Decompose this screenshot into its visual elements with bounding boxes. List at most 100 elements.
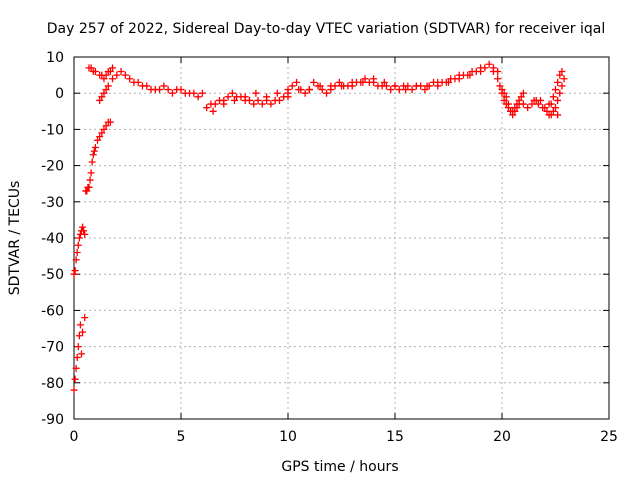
x-tick-label: 5	[177, 429, 186, 445]
data-point	[71, 375, 79, 383]
data-point	[558, 82, 566, 90]
y-tick-label: -60	[41, 303, 64, 319]
data-point	[211, 100, 219, 108]
data-point	[203, 104, 211, 112]
data-point	[98, 93, 106, 101]
data-point	[83, 187, 91, 195]
data-point	[494, 75, 502, 83]
data-point	[404, 82, 412, 90]
data-point	[73, 248, 81, 256]
data-point	[554, 78, 562, 86]
data-point	[451, 75, 459, 83]
data-point	[72, 364, 80, 372]
data-point	[554, 96, 562, 104]
data-point	[284, 86, 292, 94]
data-point	[81, 230, 89, 238]
data-point	[134, 78, 142, 86]
data-point	[85, 183, 93, 191]
y-axis-label: SDTVAR / TECUs	[7, 181, 23, 296]
y-tick-label: -10	[41, 122, 64, 138]
data-point	[160, 82, 168, 90]
data-point	[273, 89, 281, 97]
data-point	[560, 75, 568, 83]
data-point	[314, 82, 322, 90]
data-point	[106, 67, 114, 75]
data-point	[434, 82, 442, 90]
data-point	[524, 104, 532, 112]
data-point	[79, 223, 87, 231]
data-point	[425, 82, 433, 90]
data-point	[549, 107, 557, 115]
grid	[74, 57, 609, 419]
data-point	[359, 78, 367, 86]
data-point	[100, 125, 108, 133]
data-point	[104, 82, 112, 90]
data-point	[556, 71, 564, 79]
axis-ticks: 0 5 10 15 20 25 10 0 -10 -20 -30 -40 -50 -60 -70 -80 -90	[41, 50, 618, 445]
x-tick-label: 0	[70, 429, 79, 445]
y-tick-label: 10	[46, 50, 64, 66]
data-point	[528, 100, 536, 108]
data-point	[348, 78, 356, 86]
data-point	[530, 96, 538, 104]
data-point	[305, 86, 313, 94]
data-point	[126, 75, 134, 83]
y-tick-label: -50	[41, 267, 64, 283]
x-tick-label: 15	[386, 429, 404, 445]
data-point	[543, 107, 551, 115]
y-tick-label: -20	[41, 159, 64, 175]
y-tick-label: -40	[41, 231, 64, 247]
data-point	[71, 267, 79, 275]
data-point	[310, 78, 318, 86]
data-point	[245, 96, 253, 104]
data-point	[464, 71, 472, 79]
data-point	[70, 270, 78, 278]
x-axis-label: GPS time / hours	[281, 459, 398, 475]
data-point	[106, 118, 114, 126]
data-point	[88, 158, 96, 166]
data-point	[519, 89, 527, 97]
data-point	[534, 100, 542, 108]
data-point	[380, 78, 388, 86]
data-point	[288, 82, 296, 90]
data-point	[301, 89, 309, 97]
data-point	[164, 86, 172, 94]
data-point	[318, 86, 326, 94]
data-point	[547, 100, 555, 108]
data-point	[421, 86, 429, 94]
data-point	[73, 353, 81, 361]
data-point	[96, 133, 104, 141]
data-point	[220, 100, 228, 108]
data-point	[556, 89, 564, 97]
data-point	[209, 107, 217, 115]
data-point	[117, 67, 125, 75]
data-point	[70, 386, 78, 394]
data-point	[391, 82, 399, 90]
data-point	[76, 321, 84, 329]
data-point	[80, 227, 88, 235]
data-point	[109, 75, 117, 83]
data-point	[489, 67, 497, 75]
data-point	[231, 96, 238, 104]
y-tick-label: -80	[41, 376, 64, 392]
x-tick-label: 20	[493, 429, 511, 445]
data-point	[502, 93, 510, 101]
data-point	[77, 350, 85, 358]
chart-title: Day 257 of 2022, Sidereal Day-to-day VTE…	[47, 21, 605, 37]
y-tick-label: -30	[41, 195, 64, 211]
x-tick-label: 25	[600, 429, 618, 445]
data-point	[224, 93, 232, 101]
data-point	[335, 78, 343, 86]
data-point	[323, 89, 331, 97]
data-point	[481, 64, 489, 72]
data-point	[327, 86, 335, 94]
data-point	[86, 176, 94, 184]
data-point	[382, 82, 390, 90]
data-point	[91, 144, 99, 151]
data-point	[554, 111, 562, 119]
data-point	[87, 64, 95, 72]
data-point	[252, 89, 260, 97]
data-point	[90, 147, 98, 155]
data-point	[485, 60, 493, 68]
data-point	[402, 86, 410, 94]
